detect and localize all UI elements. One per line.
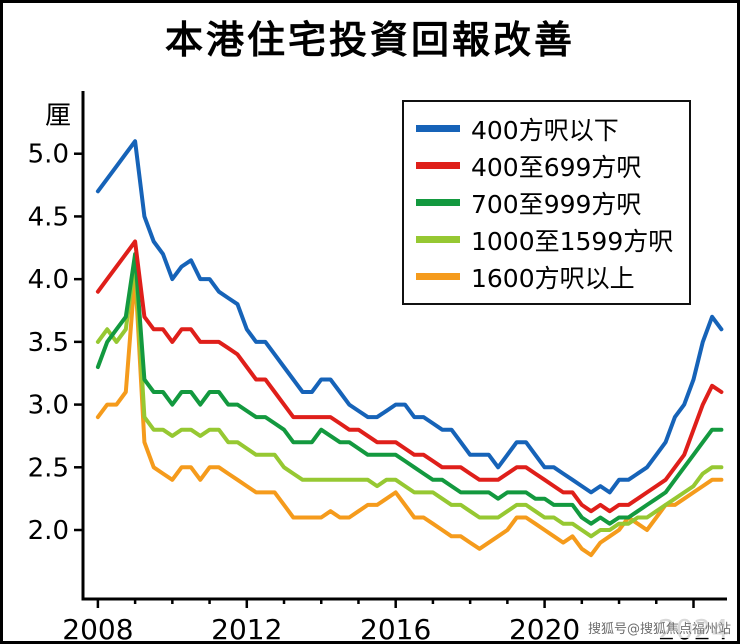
watermark: 搜狐号@搜狐焦点福州站	[583, 617, 735, 638]
y-tick-label: 5.0	[28, 140, 69, 170]
legend-label: 1600方呎以上	[471, 263, 635, 293]
legend-item-1000-1599: 1000至1599方呎	[416, 221, 673, 258]
y-axis-unit-label: 厘	[45, 101, 72, 131]
series-line-over-1600	[95, 270, 724, 558]
axes-line	[81, 91, 727, 601]
y-tick-label: 3.0	[28, 391, 69, 421]
legend-swatch-700-999	[416, 199, 460, 206]
legend-item-400-699: 400至699方呎	[416, 147, 673, 184]
legend-swatch-over-1600	[416, 273, 460, 280]
y-tick-label: 4.5	[28, 202, 69, 232]
series-line-400-699	[95, 239, 724, 514]
x-tick-label: 2020	[509, 613, 580, 644]
legend-item-700-999: 700至999方呎	[416, 184, 673, 221]
legend-item-over-1600: 1600方呎以上	[416, 258, 673, 295]
series-line-1000-1599	[95, 258, 724, 539]
legend-swatch-400-699	[416, 162, 460, 169]
series-line-700-999	[95, 252, 724, 526]
legend-swatch-under-400	[416, 125, 460, 132]
x-tick-label: 2012	[211, 613, 282, 644]
legend-item-under-400: 400方呎以下	[416, 110, 673, 147]
y-tick-label: 4.0	[28, 265, 69, 295]
legend-label: 400至699方呎	[471, 152, 642, 182]
chart-legend: 400方呎以下 400至699方呎 700至999方呎 1000至1599方呎 1600…	[402, 100, 692, 305]
chart-title: 本港住宅投資回報改善	[164, 18, 575, 62]
legend-label: 700至999方呎	[471, 189, 642, 219]
line-chart: 2.02.53.03.54.04.55.02008201220162020202…	[28, 91, 729, 644]
series-line-under-400	[95, 139, 724, 495]
y-tick-label: 2.0	[28, 516, 69, 546]
x-tick-label: 2008	[62, 613, 133, 644]
y-tick-label: 2.5	[28, 453, 69, 483]
legend-swatch-1000-1599	[416, 236, 460, 243]
legend-label: 1000至1599方呎	[471, 226, 674, 256]
y-tick-label: 3.5	[28, 328, 69, 358]
x-tick-label: 2016	[360, 613, 431, 644]
legend-label: 400方呎以下	[471, 115, 619, 145]
